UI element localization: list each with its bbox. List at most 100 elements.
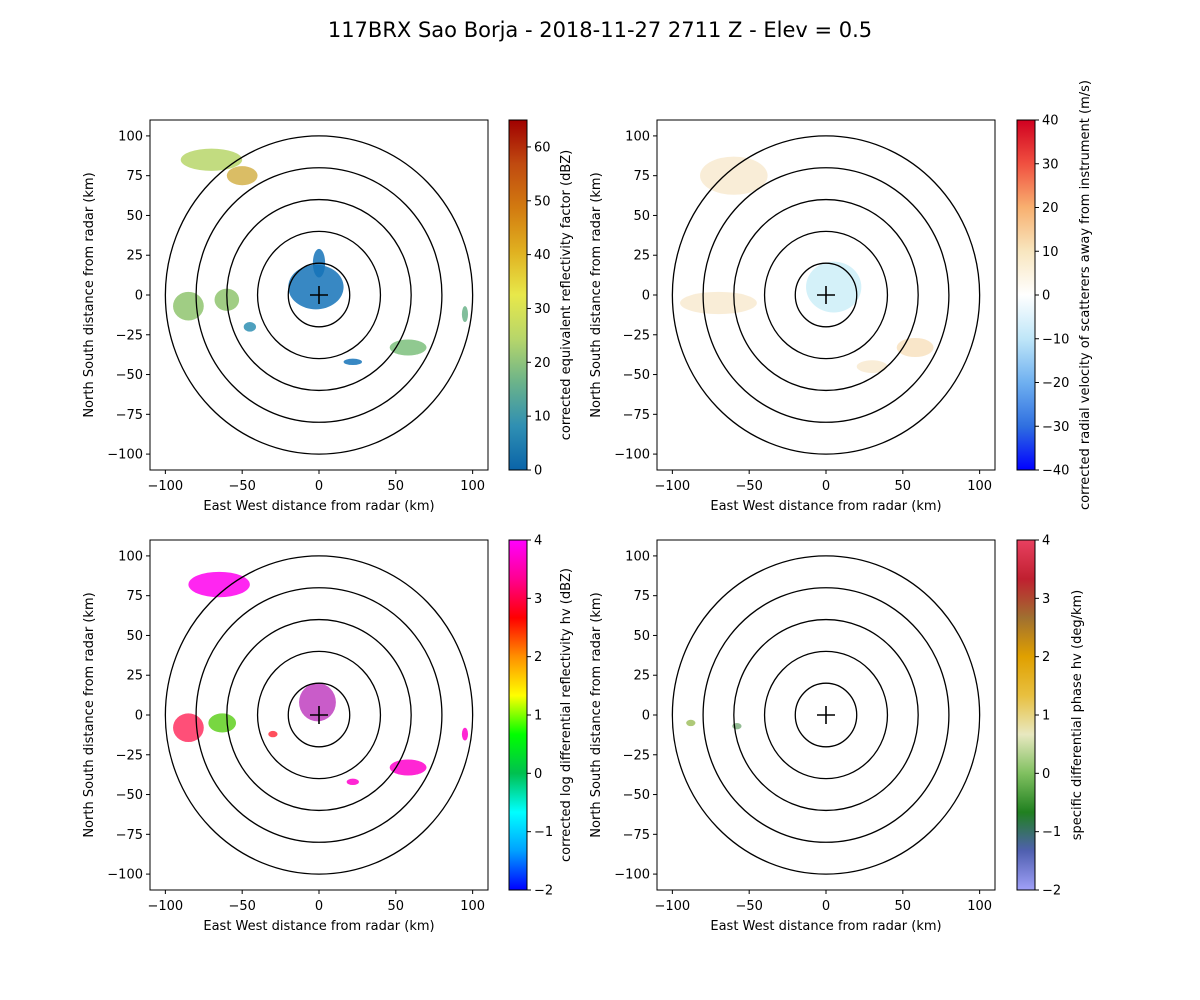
colorbar-tick-label: −2 — [1042, 884, 1061, 899]
radar-location-marker — [310, 286, 328, 304]
colorbar-tick-label: 2 — [534, 650, 542, 665]
x-tick-label: −50 — [228, 899, 255, 914]
x-tick-label: 0 — [315, 899, 323, 914]
x-tick-label: 50 — [388, 479, 405, 494]
x-tick-label: −50 — [735, 479, 762, 494]
colorbar-tick-label: 2 — [1042, 650, 1050, 665]
echo-0 — [299, 683, 336, 722]
colorbar-tick-label: −10 — [1042, 332, 1069, 347]
y-axis-label: North South distance from radar (km) — [82, 592, 97, 837]
y-tick-label: −100 — [107, 448, 143, 463]
x-axis-label: East West distance from radar (km) — [203, 499, 434, 514]
x-tick-label: 100 — [967, 899, 992, 914]
y-tick-label: −50 — [116, 788, 143, 803]
y-tick-label: 0 — [135, 289, 143, 304]
range-ring-100km — [671, 135, 981, 455]
range-ring-60km — [733, 198, 919, 392]
y-tick-label: 50 — [126, 629, 143, 644]
echo-9 — [243, 322, 257, 332]
range-ring-60km — [226, 198, 412, 392]
plot-area — [671, 135, 981, 455]
x-axis-label: East West distance from radar (km) — [710, 499, 941, 514]
x-tick-label: −100 — [655, 479, 691, 494]
y-tick-label: −25 — [623, 748, 650, 763]
echo-7 — [461, 306, 469, 323]
colorbar-tick-label: −1 — [1042, 825, 1061, 840]
panel-reflectivity: −100 −50 0 50 100−100−75−50−250255075100East… — [82, 119, 574, 514]
x-tick-label: −100 — [148, 899, 184, 914]
colorbar-tick-label: 4 — [534, 534, 542, 549]
x-tick-label: −100 — [148, 479, 184, 494]
x-tick-label: 0 — [822, 479, 830, 494]
y-tick-label: 25 — [633, 249, 650, 264]
x-tick-label: 100 — [967, 479, 992, 494]
range-ring-80km — [195, 167, 443, 423]
y-axis-label: North South distance from radar (km) — [589, 592, 604, 837]
y-tick-label: 25 — [126, 669, 143, 684]
range-ring-40km — [256, 650, 382, 780]
y-tick-label: 75 — [126, 169, 143, 184]
colorbar-tick-label: 30 — [1042, 157, 1059, 172]
colorbar-tick-label: 0 — [534, 767, 542, 782]
range-ring-20km — [287, 682, 351, 748]
y-tick-label: 50 — [633, 209, 650, 224]
colorbar — [1016, 119, 1036, 471]
colorbar-tick-label: 40 — [1042, 114, 1059, 129]
plot-area — [164, 555, 474, 875]
y-tick-label: 100 — [625, 129, 650, 144]
echo-4 — [389, 759, 427, 776]
colorbar — [508, 119, 528, 471]
range-ring-40km — [256, 230, 382, 360]
y-tick-label: 0 — [135, 709, 143, 724]
y-tick-label: −75 — [116, 828, 143, 843]
y-tick-label: −25 — [116, 328, 143, 343]
colorbar-label: corrected equivalent reflectivity factor… — [559, 150, 574, 441]
colorbar-tick-label: 20 — [1042, 201, 1059, 216]
y-tick-label: 25 — [126, 249, 143, 264]
x-tick-label: 50 — [895, 899, 912, 914]
echo-0 — [288, 264, 344, 310]
x-tick-label: −50 — [228, 479, 255, 494]
panel-specific_differential_phase: −100 −50 0 50 100 −100 −75 −50 −25 0 25 50 75 100 East… — [589, 534, 1085, 935]
y-tick-label: −50 — [116, 368, 143, 383]
echo-0 — [686, 719, 696, 727]
y-tick-label: 100 — [625, 549, 650, 564]
figure-title: 117BRX Sao Borja - 2018-11-27 2711 Z - E… — [328, 18, 872, 42]
echo-3 — [896, 337, 934, 358]
y-tick-label: 50 — [633, 629, 650, 644]
y-tick-label: 100 — [118, 129, 143, 144]
echo-1 — [700, 156, 768, 195]
x-tick-label: −50 — [735, 899, 762, 914]
x-tick-label: 100 — [460, 479, 485, 494]
range-ring-80km — [195, 587, 443, 843]
echo-6 — [346, 778, 359, 785]
y-tick-label: 75 — [633, 169, 650, 184]
colorbar — [508, 539, 528, 891]
echo-8 — [343, 358, 363, 365]
range-ring-20km — [794, 262, 858, 328]
colorbar-tick-label: 4 — [1042, 534, 1050, 549]
colorbar-tick-label: 1 — [1042, 709, 1050, 724]
x-tick-label: 100 — [460, 899, 485, 914]
echo-0 — [806, 261, 862, 313]
colorbar-tick-label: 50 — [534, 194, 551, 209]
colorbar-tick-label: 0 — [1042, 767, 1050, 782]
range-ring-60km — [733, 618, 919, 812]
colorbar-label: specific differential phase hv (deg/km) — [1070, 590, 1085, 840]
y-axis-label: North South distance from radar (km) — [589, 172, 604, 417]
colorbar-tick-label: −2 — [534, 884, 553, 899]
radar-location-marker — [817, 286, 835, 304]
x-axis-label: East West distance from radar (km) — [203, 919, 434, 934]
y-tick-label: −25 — [116, 748, 143, 763]
y-tick-label: −25 — [623, 328, 650, 343]
colorbar — [1016, 539, 1036, 891]
range-ring-80km — [702, 167, 950, 423]
colorbar-tick-label: −1 — [534, 825, 553, 840]
x-tick-label: −100 — [655, 899, 691, 914]
range-ring-20km — [287, 262, 351, 328]
y-tick-label: 0 — [642, 289, 650, 304]
panel-differential_reflectivity: −100 −50 0 50 100 −100 −75 −50 −25 0 25 50 75 100 East… — [82, 534, 574, 935]
radar-location-marker — [817, 706, 835, 724]
echo-2 — [180, 148, 243, 171]
